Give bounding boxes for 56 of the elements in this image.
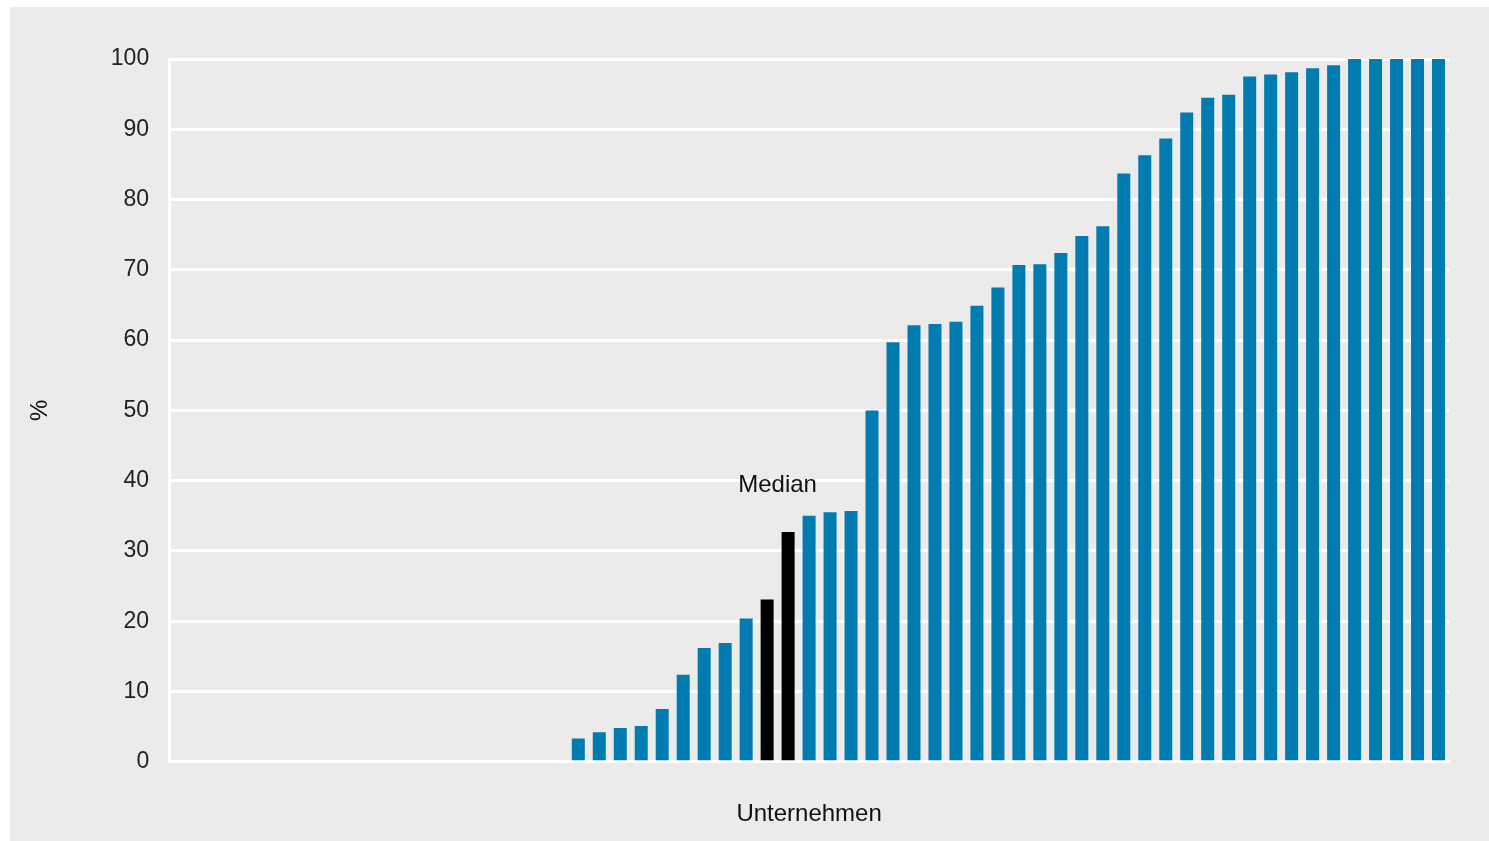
bar — [655, 709, 669, 761]
bar — [1285, 72, 1299, 761]
bar — [886, 342, 900, 761]
bar — [907, 325, 921, 761]
bar — [634, 725, 648, 761]
annotation: Median — [738, 469, 817, 497]
bar — [1369, 59, 1383, 761]
y-tick-label: 60 — [123, 325, 150, 352]
bar — [1348, 59, 1362, 761]
bar — [1012, 264, 1026, 761]
bar — [1432, 59, 1446, 761]
y-tick-label: 40 — [123, 466, 150, 493]
bar — [949, 321, 963, 761]
bar — [1243, 76, 1257, 761]
bar — [1033, 264, 1047, 761]
bar — [718, 643, 732, 761]
bar — [865, 410, 879, 761]
bar — [991, 287, 1005, 761]
y-tick-label: 30 — [123, 536, 150, 563]
y-tick-label: 50 — [123, 395, 150, 422]
bar — [1222, 94, 1236, 761]
y-tick-label: 100 — [110, 44, 150, 71]
bar — [1096, 226, 1110, 761]
bar — [1117, 173, 1131, 761]
bar — [1159, 138, 1173, 761]
bar — [613, 728, 627, 761]
bar — [1306, 68, 1320, 761]
y-axis-title: % — [25, 399, 53, 422]
y-tick-label: 20 — [123, 606, 150, 633]
bar — [1264, 74, 1278, 761]
bar — [739, 618, 753, 761]
y-tick-label: 70 — [123, 255, 150, 282]
bar — [1054, 252, 1068, 761]
bar — [1201, 97, 1215, 761]
bar — [1390, 59, 1404, 761]
bar — [1138, 155, 1152, 761]
bar — [802, 515, 816, 761]
x-axis-title: Unternehmen — [736, 799, 882, 827]
bar — [592, 732, 606, 761]
bar — [1411, 59, 1425, 761]
bar — [1327, 65, 1341, 761]
bar — [844, 510, 858, 761]
bar — [781, 531, 795, 761]
bar — [1075, 236, 1089, 761]
bar — [676, 674, 690, 761]
bar — [823, 512, 837, 761]
bar — [697, 647, 711, 761]
y-tick-label: 0 — [136, 747, 150, 774]
bar — [760, 599, 774, 761]
y-tick-label: 80 — [123, 184, 150, 211]
bar — [970, 305, 984, 761]
bar — [571, 738, 585, 761]
bar — [1180, 112, 1194, 761]
y-tick-label: 10 — [123, 676, 150, 703]
y-tick-label: 90 — [123, 114, 150, 141]
bar — [928, 323, 942, 761]
